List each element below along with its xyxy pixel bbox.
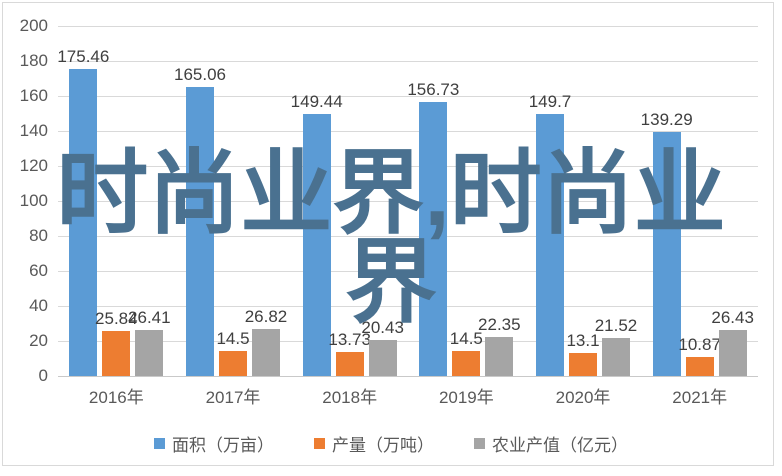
bar-value-label: 20.43 — [361, 318, 404, 338]
bar-value-label: 21.52 — [594, 316, 638, 336]
x-axis-category-label: 2019年 — [438, 388, 494, 407]
y-axis-tick-label: 180 — [19, 51, 48, 70]
bar-series0-2019年: 156.73 — [407, 80, 459, 376]
gridline — [58, 131, 758, 132]
bar-value-label: 26.43 — [711, 307, 754, 327]
x-axis-category-label: 2021年 — [672, 388, 728, 407]
bar-series0-2020年: 149.7 — [529, 92, 571, 376]
y-axis-tick-label: 40 — [29, 296, 48, 315]
bar-value-label: 165.06 — [173, 65, 226, 85]
x-axis-category-label: 2018年 — [322, 388, 378, 407]
bar-series0-2016年: 175.46 — [57, 47, 109, 376]
bar-value-label: 25.84 — [95, 308, 138, 328]
y-axis-tick-label: 20 — [29, 331, 48, 350]
legend-item-0: 面积（万亩） — [154, 431, 274, 456]
legend-swatch-icon — [314, 438, 325, 449]
bar-value-label: 22.35 — [478, 314, 521, 334]
bar-value-label: 13.73 — [328, 329, 371, 349]
bar-value-label: 26.41 — [128, 307, 171, 327]
bar-value-label: 26.82 — [244, 307, 288, 327]
bar-series2-2020年: 21.52 — [595, 316, 637, 376]
bar-value-label: 149.44 — [290, 92, 343, 112]
bar-series2-2016年: 26.41 — [128, 308, 171, 376]
bar-group-2021年: 139.29 10.87 26.43 — [641, 26, 758, 376]
bar-group-2020年: 149.7 13.1 21.52 — [525, 26, 642, 376]
gridline — [58, 96, 758, 97]
gridline — [58, 26, 758, 27]
bar-series1-2018年: 13.73 — [328, 330, 371, 376]
y-axis-tick-label: 200 — [19, 16, 48, 35]
legend-item-1: 产量（万吨） — [314, 431, 434, 456]
bar-group-2018年: 149.44 13.73 20.43 — [291, 26, 408, 376]
gridline — [58, 271, 758, 272]
bar-group-2019年: 156.73 14.5 22.35 — [407, 26, 525, 376]
bar-series0-2018年: 149.44 — [291, 92, 343, 376]
bar-series1-2016年: 25.84 — [95, 309, 138, 376]
bar-group-2016年: 175.46 25.84 26.41 — [57, 26, 175, 376]
bar-value-label: 14.5 — [216, 328, 250, 348]
legend-swatch-icon — [154, 438, 165, 449]
bar-series0-2017年: 165.06 — [174, 65, 226, 376]
y-axis-tick-label: 140 — [19, 121, 48, 140]
bar-series2-2019年: 22.35 — [478, 315, 521, 376]
legend: 面积（万亩） 产量（万吨） 农业产值（亿元） — [0, 431, 782, 456]
bar-series1-2019年: 14.5 — [450, 329, 483, 376]
bar-series1-2017年: 14.5 — [216, 329, 250, 376]
y-axis-tick-label: 160 — [19, 86, 48, 105]
gridline — [58, 236, 758, 237]
bar-series1-2020年: 13.1 — [566, 331, 600, 376]
bar-series0-2021年: 139.29 — [641, 110, 693, 376]
gridline — [58, 61, 758, 62]
bar-value-label: 14.5 — [449, 328, 483, 348]
bar-value-label: 149.7 — [528, 92, 572, 112]
x-axis-category-label: 2017年 — [205, 388, 261, 407]
gridline — [58, 341, 758, 342]
x-axis: 2016年 2017年 2018年 2019年 2020年 2021年 — [58, 383, 758, 408]
legend-label: 产量（万吨） — [332, 436, 434, 455]
bar-value-label: 139.29 — [640, 110, 693, 130]
bar-value-label: 156.73 — [407, 79, 460, 99]
y-axis-tick-label: 0 — [38, 366, 48, 385]
bar-group-2017年: 165.06 14.5 26.82 — [174, 26, 292, 376]
bar-series1-2021年: 10.87 — [678, 335, 721, 376]
y-axis-tick-label: 60 — [29, 261, 48, 280]
bar-value-label: 175.46 — [57, 46, 110, 66]
legend-label: 农业产值（亿元） — [492, 436, 628, 455]
y-axis-tick-label: 120 — [19, 156, 48, 175]
legend-swatch-icon — [474, 438, 485, 449]
bar-series2-2018年: 20.43 — [361, 318, 404, 376]
bar-series2-2017年: 26.82 — [245, 307, 287, 376]
bar-value-label: 13.1 — [566, 331, 600, 351]
legend-item-2: 农业产值（亿元） — [474, 431, 628, 456]
x-axis-category-label: 2016年 — [88, 388, 144, 407]
bar-value-label: 10.87 — [678, 334, 721, 354]
y-axis-tick-label: 100 — [19, 191, 48, 210]
x-axis-line — [58, 376, 758, 377]
y-axis-tick-label: 80 — [29, 226, 48, 245]
x-axis-category-label: 2020年 — [555, 388, 611, 407]
gridline — [58, 306, 758, 307]
bar-series2-2021年: 26.43 — [711, 308, 754, 376]
plot-area: 175.46 25.84 26.41 165.06 14.5 26.82 149.44 13.… — [57, 26, 758, 377]
gridline — [58, 201, 758, 202]
gridline — [58, 166, 758, 167]
legend-label: 面积（万亩） — [172, 436, 274, 455]
